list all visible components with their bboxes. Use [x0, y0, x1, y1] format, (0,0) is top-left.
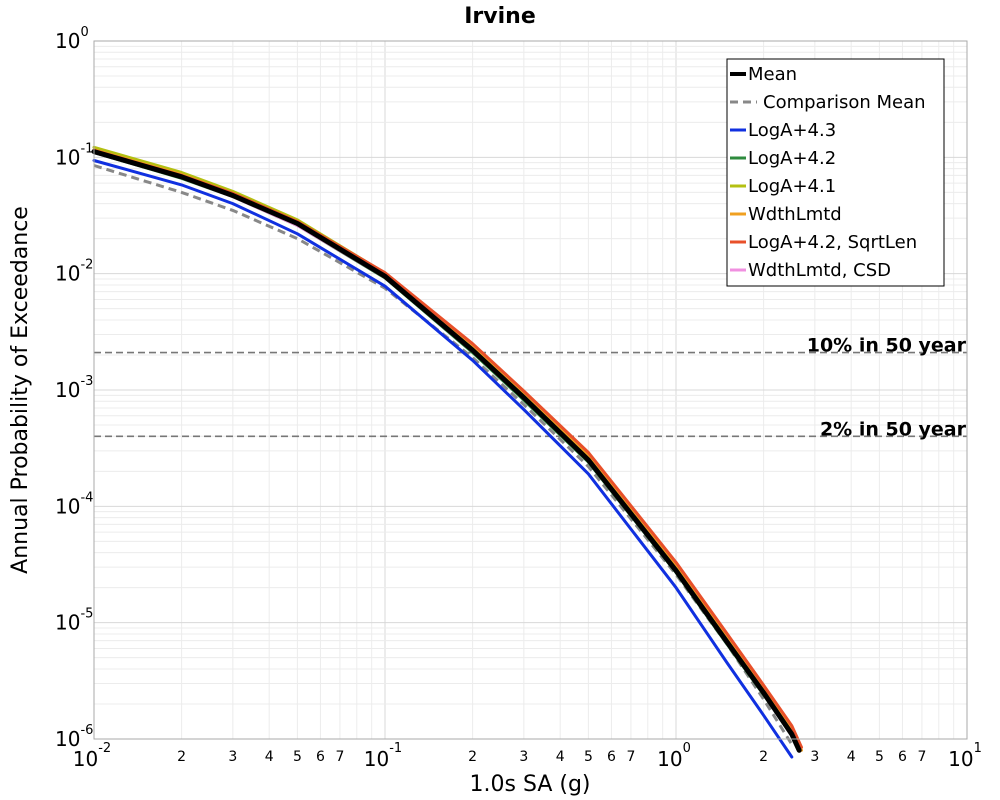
x-minor-tick-label: 2 — [468, 749, 477, 765]
legend: Mean Comparison Mean LogA+4.3 LogA+4.2 LogA+… — [726, 58, 945, 287]
y-tick-label: 10-1 — [55, 141, 93, 169]
y-tick-label: 100 — [55, 25, 89, 53]
reference-line-label: 10% in 50 year — [807, 335, 967, 357]
series-line-loga-4-2 — [92, 151, 801, 752]
grid — [93, 41, 967, 740]
x-minor-tick-label: 2 — [177, 749, 186, 765]
plot-frame — [93, 40, 968, 740]
y-tick-label: 10-2 — [55, 258, 93, 286]
x-minor-tick-label: 5 — [584, 749, 593, 765]
legend-label: Comparison Mean — [763, 92, 926, 113]
x-minor-tick-label: 7 — [917, 749, 926, 765]
x-minor-tick-label: 4 — [556, 749, 565, 765]
y-axis-label: Annual Probability of Exceedance — [8, 206, 33, 574]
legend-label: LogA+4.1 — [748, 176, 836, 197]
x-minor-tick-label: 6 — [316, 749, 325, 765]
legend-box — [726, 58, 945, 287]
x-tick-label: 101 — [948, 741, 982, 771]
legend-label: LogA+4.3 — [748, 120, 836, 141]
x-minor-tick-label: 3 — [519, 749, 528, 765]
series-line-wdthlmtd — [92, 148, 803, 752]
legend-label: WdthLmtd, CSD — [748, 260, 891, 281]
x-axis-label: 1.0s SA (g) — [470, 772, 591, 797]
series-line-mean — [91, 149, 802, 753]
legend-label: LogA+4.2 — [748, 148, 836, 169]
reference-lines: 10% in 50 year 2% in 50 year — [94, 335, 967, 440]
x-minor-tick-label: 5 — [875, 749, 884, 765]
legend-label: WdthLmtd — [748, 204, 842, 225]
legend-label: Mean — [748, 64, 797, 85]
chart-title: Irvine — [464, 4, 536, 29]
y-tick-label: 10-5 — [55, 607, 93, 635]
legend-label: LogA+4.2, SqrtLen — [748, 232, 917, 253]
x-tick-label: 100 — [657, 741, 691, 771]
x-minor-tick-label: 7 — [626, 749, 635, 765]
x-minor-tick-label: 3 — [228, 749, 237, 765]
x-minor-tick-label: 4 — [265, 749, 274, 765]
y-tick-label: 10-6 — [55, 723, 93, 751]
x-minor-tick-label: 6 — [607, 749, 616, 765]
x-minor-tick-label: 3 — [810, 749, 819, 765]
series-lines — [91, 145, 803, 759]
y-tick-label: 10-3 — [55, 374, 93, 402]
x-minor-tick-label: 6 — [898, 749, 907, 765]
x-tick-label: 10-1 — [364, 741, 402, 771]
x-minor-tick-label: 4 — [847, 749, 856, 765]
x-minor-tick-label: 7 — [335, 749, 344, 765]
x-minor-tick-label: 2 — [759, 749, 768, 765]
x-tick-label: 10-2 — [73, 741, 111, 771]
x-minor-tick-label: 5 — [293, 749, 302, 765]
y-tick-label: 10-4 — [55, 490, 93, 518]
series-line-wdthlmtd-csd — [92, 151, 801, 752]
series-line-loga-4-3 — [92, 159, 794, 759]
reference-line-label: 2% in 50 year — [820, 418, 967, 440]
